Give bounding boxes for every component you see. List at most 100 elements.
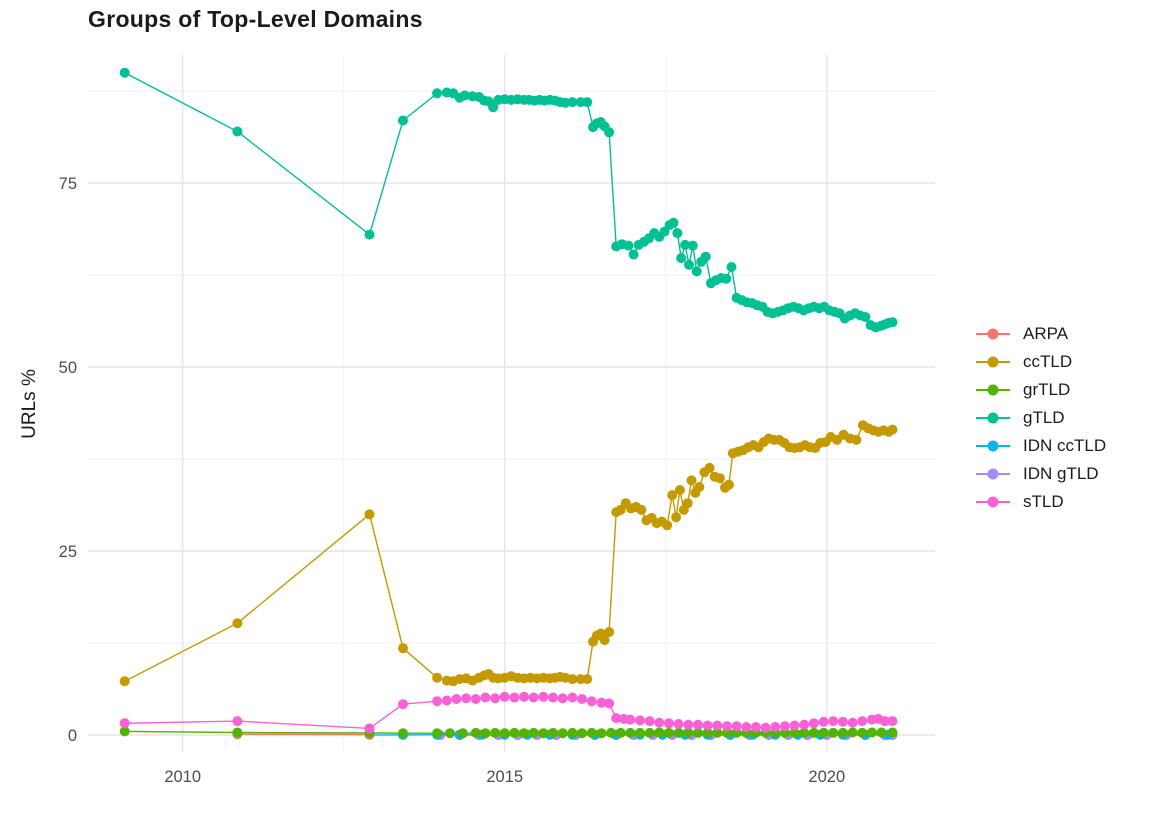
series-point-grTLD [480,728,491,739]
series-point-ccTLD [671,512,682,523]
series-point-grTLD [509,727,520,738]
series-point-sTLD [398,699,408,710]
series-point-sTLD [789,720,800,731]
series-point-gTLD [604,127,615,138]
series-point-grTLD [490,727,501,738]
series-point-grTLD [644,727,655,738]
series-point-sTLD [548,692,558,703]
series-point-grTLD [847,727,858,738]
legend-key-dot [987,412,999,424]
series-point-gTLD [119,67,130,78]
y-tick-label: 75 [59,175,77,193]
series-point-ccTLD [667,490,678,501]
series-point-gTLD [687,240,698,251]
series-point-gTLD [623,240,634,251]
series-point-ccTLD [686,475,697,486]
series-point-gTLD [432,88,443,99]
series-point-ccTLD [704,462,715,473]
series-point-grTLD [837,727,848,738]
series-point-gTLD [398,115,408,126]
series-point-gTLD [364,229,375,240]
series-point-grTLD [119,726,130,737]
series-point-grTLD [799,727,810,738]
series-point-grTLD [445,728,455,739]
legend-key-icon [976,468,1010,480]
series-point-sTLD [441,695,452,706]
legend-label: gTLD [1023,408,1065,427]
series-point-grTLD [635,727,645,738]
series-point-ccTLD [682,498,693,509]
legend-key-icon [976,440,1010,452]
series-point-grTLD [232,727,243,738]
series-point-ccTLD [119,676,130,687]
series-point-sTLD [519,691,530,702]
series-point-gTLD [721,273,732,284]
series-point-sTLD [760,722,771,733]
series-point-sTLD [461,693,472,704]
x-tick-label: 2020 [808,768,845,786]
legend-key-dot [987,328,999,340]
series-point-ccTLD [582,674,593,685]
series-point-ccTLD [364,509,375,520]
legend-label: grTLD [1023,380,1071,399]
series-point-grTLD [876,727,887,738]
series-point-gTLD [628,249,639,260]
series-point-sTLD [528,692,539,703]
series-point-ccTLD [723,479,734,490]
series-point-gTLD [668,217,679,228]
series-point-sTLD [837,716,848,727]
series-point-gTLD [684,259,694,270]
series-point-sTLD [596,697,607,708]
series-point-sTLD [499,691,510,702]
series-point-gTLD [567,97,578,108]
series-point-sTLD [808,718,819,729]
series-point-ccTLD [567,674,578,685]
series-point-sTLD [828,716,839,727]
series-point-gTLD [700,251,711,262]
series-point-sTLD [119,718,130,729]
series-point-sTLD [673,719,684,729]
series-point-sTLD [470,694,481,704]
series-point-grTLD [457,728,468,739]
series-point-ccTLD [851,434,862,445]
legend: ARPA ccTLD grTLD gTLD IDN ccTLD IDN gTLD sTLD [976,320,1106,516]
legend-item-IDN-ccTLD: IDN ccTLD [976,432,1106,460]
series-point-grTLD [789,727,800,738]
legend-label: ARPA [1023,324,1069,343]
series-point-sTLD [779,721,790,732]
legend-key-dot [987,384,999,396]
series-point-sTLD [232,716,243,727]
legend-key-icon [976,412,1010,424]
series-point-sTLD [586,696,597,707]
y-tick-label: 0 [68,727,77,745]
y-tick-label: 25 [59,543,77,561]
series-point-grTLD [808,727,819,738]
series-point-sTLD [509,692,520,703]
series-point-sTLD [693,719,703,730]
series-point-sTLD [731,721,742,732]
series-point-ccTLD [432,672,443,683]
series-point-sTLD [364,723,375,734]
series-point-sTLD [750,722,761,732]
series-point-grTLD [866,727,877,738]
series-point-sTLD [557,693,568,704]
series-point-sTLD [567,692,578,703]
series-point-ccTLD [604,627,615,637]
legend-key-dot [987,440,999,452]
series-point-gTLD [582,97,593,108]
legend-label: sTLD [1023,492,1064,511]
series-point-grTLD [519,728,530,739]
series-point-sTLD [635,715,645,726]
series-point-sTLD [604,698,615,709]
legend-label: IDN ccTLD [1023,436,1107,455]
series-point-gTLD [691,266,702,277]
series-point-grTLD [683,727,694,738]
series-point-grTLD [577,728,587,739]
series-point-grTLD [712,727,723,738]
series-point-sTLD [770,722,781,732]
series-point-ccTLD [599,635,610,646]
series-point-ccTLD [398,643,408,654]
series-point-sTLD [887,716,898,727]
series-point-sTLD [702,720,713,731]
